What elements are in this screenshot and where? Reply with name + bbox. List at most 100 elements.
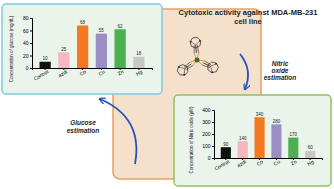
data-label: 170: [290, 132, 298, 137]
atom: [178, 66, 180, 68]
ring: [190, 37, 201, 48]
tick-mark: [212, 146, 214, 147]
bond: [211, 66, 213, 72]
data-labels: 102568556218: [43, 20, 142, 61]
x-axis: Control azdt Co Cu Zn Hg: [33, 68, 153, 82]
bar: [96, 34, 107, 68]
tick-label: 80: [23, 15, 29, 21]
tick-label: Zn: [116, 68, 124, 76]
tick-mark: [30, 68, 32, 69]
x-tick: Cu: [97, 68, 106, 77]
molecule: [177, 37, 218, 75]
bar: [77, 26, 88, 69]
x-tick: Cu: [272, 158, 281, 167]
bar: [221, 147, 231, 158]
tick-label: 40: [23, 40, 29, 46]
tick-label: Control: [33, 68, 50, 81]
y-tick: 0: [26, 65, 32, 71]
tick-label: Zn: [290, 158, 298, 166]
tick-mark: [30, 56, 32, 57]
y-tick: 200: [202, 131, 214, 137]
data-labels: 9014034028017060: [223, 112, 313, 151]
tick-mark: [212, 122, 214, 123]
bond: [179, 67, 185, 69]
text-line: Cytotoxic activity against MDA-MB-231: [179, 7, 318, 16]
x-tick: Hg: [135, 68, 144, 77]
atom: [211, 71, 213, 73]
tick-label: Co: [255, 158, 264, 167]
ring: [208, 62, 218, 73]
arrow: [100, 99, 136, 164]
bar: [40, 62, 51, 68]
tick-label: azdt: [236, 158, 248, 168]
axis-line: [212, 111, 215, 159]
y-tick: 400: [202, 107, 214, 113]
data-label: 25: [61, 47, 67, 52]
bar: [133, 57, 144, 68]
x-axis: ControlazdtCoCuZnHg: [213, 158, 322, 172]
bond: [211, 64, 216, 67]
bond: [195, 45, 197, 53]
y-tick: 80: [23, 15, 32, 21]
y-tick: 20: [23, 53, 32, 59]
tick-label: Co: [78, 68, 87, 77]
annotation: Nitricoxideestimation: [264, 59, 297, 81]
tick-label: 60: [23, 28, 29, 34]
axis-title: Concentration of Nitric oxide (µM): [189, 106, 194, 174]
atom: [215, 63, 217, 65]
text-line: Glucose: [70, 119, 96, 126]
y-axis: 0 20 40 60 80: [23, 15, 33, 71]
y-axis: 0 100 200 300 400: [202, 107, 214, 161]
tick-mark: [212, 158, 214, 159]
tick-label: 0: [208, 155, 211, 161]
tick-label: Cu: [272, 158, 281, 167]
data-label: 340: [256, 112, 264, 117]
tick-label: 200: [202, 131, 211, 137]
data-label: 90: [223, 142, 229, 147]
bond: [194, 45, 195, 53]
x-tick: azdt: [57, 68, 69, 78]
tick-label: 20: [23, 53, 29, 59]
tick-mark: [30, 31, 32, 32]
title: Cytotoxic activity against MDA-MB-231cel…: [179, 7, 318, 25]
tick-label: 300: [202, 119, 211, 125]
axis-line: [33, 69, 153, 71]
text-line: oxide: [272, 67, 289, 74]
data-label: 10: [43, 56, 49, 61]
y-tick: 100: [202, 143, 214, 149]
tick-mark: [212, 110, 214, 111]
tick-label: Cu: [97, 68, 106, 77]
bar: [288, 138, 298, 158]
tick-mark: [212, 134, 214, 135]
y-tick: 60: [23, 28, 32, 34]
bond: [184, 69, 186, 75]
x-tick: Zn: [290, 158, 298, 166]
x-tick: Co: [78, 68, 87, 77]
bond: [202, 65, 210, 68]
y-tick: 40: [23, 40, 32, 46]
bar-chart: 0 20 40 60 80 Control azdt Co Cu Zn Hg Concentratio…: [9, 15, 152, 82]
panel-box: [174, 95, 331, 186]
data-label: 280: [273, 119, 281, 124]
figure: 0 20 40 60 80 Control azdt Co Cu Zn Hg Concentratio…: [0, 0, 334, 189]
y-tick: 300: [202, 119, 214, 125]
data-label: 18: [136, 51, 142, 56]
text-line: Nitric: [272, 59, 289, 66]
bond: [196, 41, 200, 45]
atom: [183, 74, 185, 76]
bars: [40, 26, 145, 69]
tick-label: 400: [202, 107, 211, 113]
tick-label: Hg: [135, 68, 144, 77]
data-label: 68: [80, 20, 86, 25]
text-line: cell line: [234, 16, 262, 25]
data-label: 140: [239, 136, 247, 141]
bar: [238, 141, 248, 158]
panel-box: [2, 4, 162, 94]
bar: [255, 117, 265, 158]
bar: [115, 29, 126, 68]
bar: [58, 52, 69, 68]
y-tick: 0: [208, 155, 214, 161]
axis-line: [30, 19, 33, 69]
axis-title: Concentration of glucose (mg/dL): [9, 15, 14, 82]
text-line: estimation: [67, 126, 100, 133]
